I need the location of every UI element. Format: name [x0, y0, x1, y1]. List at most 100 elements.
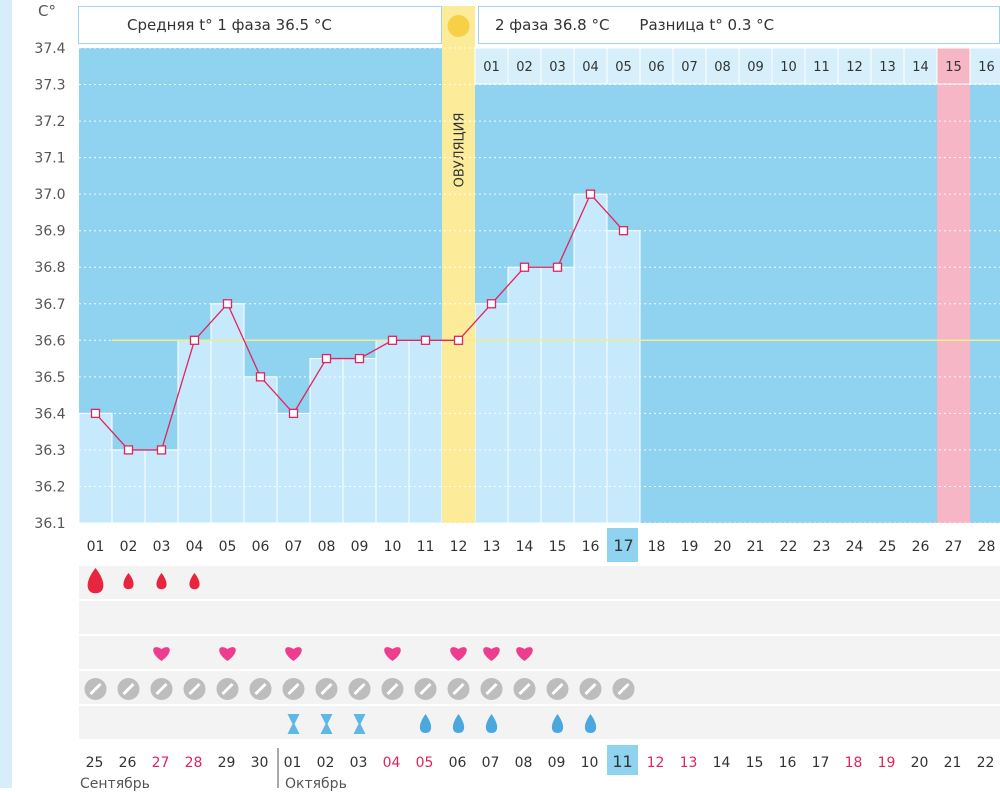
temperature-bar: [540, 266, 575, 524]
phase2-day-cell: [507, 47, 542, 85]
phase2-day-label: 03: [549, 60, 566, 75]
cycle-day-label: 11: [417, 539, 435, 555]
calendar-date-label: 25: [86, 755, 104, 771]
phase2-label: 2 фаза: [495, 16, 549, 34]
calendar-date-label: 13: [680, 755, 698, 771]
mucus-drop-icon: [485, 714, 498, 733]
calendar-date-label: 22: [977, 755, 995, 771]
temperature-point: [189, 335, 200, 345]
heart-icon: [450, 647, 467, 661]
calendar-date-label: 05: [416, 755, 434, 771]
cycle-day-label: 20: [714, 539, 732, 555]
temperature-point: [222, 299, 233, 309]
ovulation-label: ОВУЛЯЦИЯ: [453, 113, 468, 188]
phase2-day-label: 01: [483, 60, 500, 75]
hourglass-icon: [287, 714, 300, 734]
symbol-row: [79, 601, 1000, 634]
cycle-day-label: 12: [450, 539, 468, 555]
calendar-today-marker: [607, 745, 638, 775]
phase2-day-label: 13: [879, 60, 896, 75]
calendar-date-label: 09: [548, 755, 566, 771]
phase1-value: 36.5 °C: [275, 16, 332, 34]
calendar-date-label: 10: [581, 755, 599, 771]
y-tick-label: 36.3: [34, 443, 65, 459]
cycle-day-label: 07: [285, 539, 303, 555]
temperature-bar: [342, 358, 377, 524]
pill-stripe: [518, 682, 531, 696]
cycle-day-label: 16: [582, 539, 600, 555]
phase1-label: Средняя t° 1 фаза: [127, 16, 271, 34]
mucus-drop-icon: [452, 714, 465, 733]
phase2-day-cell: [771, 47, 806, 85]
temperature-bar: [276, 412, 311, 524]
calendar-date-label: 12: [647, 755, 665, 771]
cycle-day-label: 28: [978, 539, 996, 555]
cycle-day-label: 19: [681, 539, 699, 555]
phase1-header: Средняя t° 1 фаза 36.5 °C: [78, 6, 442, 44]
phase2-day-cell: [672, 47, 707, 85]
cycle-day-label: 14: [516, 539, 534, 555]
calendar-date-label: 29: [218, 755, 236, 771]
heart-icon: [384, 647, 401, 661]
cycle-day-label: 25: [879, 539, 897, 555]
calendar-date-label: 15: [746, 755, 764, 771]
y-tick-label: 37.0: [34, 187, 65, 203]
y-tick-label: 36.6: [34, 333, 65, 349]
phase2-day-cell: [837, 47, 872, 85]
calendar-date-label: 16: [779, 755, 797, 771]
symbol-row: [79, 566, 1000, 599]
heart-icon: [219, 647, 236, 661]
y-axis-unit: C°: [38, 2, 56, 20]
mucus-drop-icon: [419, 714, 432, 733]
phase2-day-label: 12: [846, 60, 863, 75]
y-tick-label: 37.2: [34, 114, 65, 130]
temperature-bar: [78, 412, 113, 524]
temperature-point: [156, 445, 167, 455]
cycle-day-label: 18: [648, 539, 666, 555]
pill-stripe: [551, 682, 564, 696]
calendar-date-label: 06: [449, 755, 467, 771]
cycle-day-label: 15: [549, 539, 567, 555]
phase2-day-label: 07: [681, 60, 698, 75]
calendar-date-label: 04: [383, 755, 401, 771]
temperature-point: [123, 445, 134, 455]
cycle-day-label: 17: [613, 536, 633, 555]
pill-stripe: [122, 682, 135, 696]
pill-stripe: [485, 682, 498, 696]
temperature-point: [585, 189, 596, 199]
phase2-day-cell: [804, 47, 839, 85]
ovulation-column: [442, 6, 475, 523]
phase2-header: 2 фаза 36.8 °C Разница t° 0.3 °C: [478, 6, 1000, 44]
temperature-point: [420, 335, 431, 345]
temperature-point: [618, 226, 629, 236]
heart-icon: [483, 647, 500, 661]
y-tick-label: 37.1: [34, 151, 65, 167]
temperature-point: [552, 262, 563, 272]
pill-stripe: [254, 682, 267, 696]
cycle-day-label: 24: [846, 539, 864, 555]
phase2-day-label: 09: [747, 60, 764, 75]
temperature-point: [354, 353, 365, 364]
month-label-2: Октябрь: [285, 776, 347, 792]
cycle-day-label: 10: [384, 539, 402, 555]
calendar-date-label: 19: [878, 755, 896, 771]
calendar-date-label: 20: [911, 755, 929, 771]
cycle-day-label: 22: [780, 539, 798, 555]
mucus-drop-icon: [584, 714, 597, 733]
calendar-date-label: 08: [515, 755, 533, 771]
calendar-date-label: 17: [812, 755, 830, 771]
y-tick-label: 36.4: [34, 406, 65, 422]
temperature-bar: [573, 193, 608, 524]
pill-stripe: [89, 682, 102, 696]
cycle-day-label: 13: [483, 539, 501, 555]
bleeding-drop-icon: [189, 573, 200, 590]
cycle-day-label: 23: [813, 539, 831, 555]
pill-stripe: [188, 682, 201, 696]
phase2-day-label: 05: [615, 60, 632, 75]
heart-icon: [285, 647, 302, 661]
phase2-day-label: 06: [648, 60, 665, 75]
cycle-day-label: 06: [252, 539, 270, 555]
temperature-bar: [408, 339, 443, 524]
calendar-date-label: 03: [350, 755, 368, 771]
